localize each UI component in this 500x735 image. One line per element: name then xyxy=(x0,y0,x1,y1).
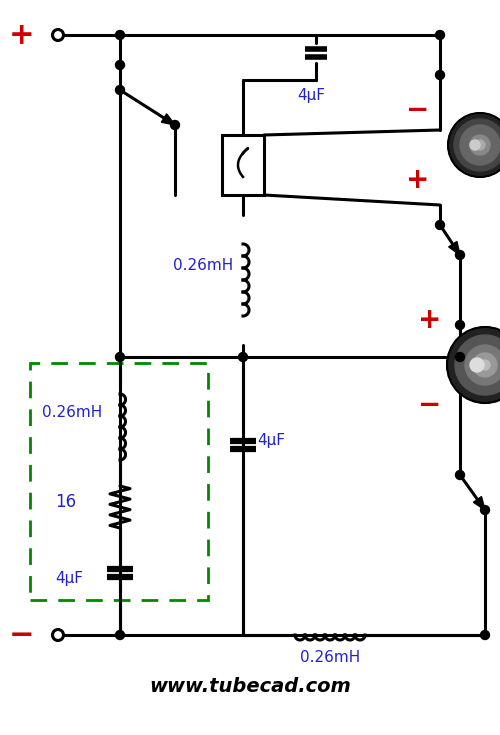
Circle shape xyxy=(470,140,480,150)
Circle shape xyxy=(460,125,500,165)
Circle shape xyxy=(480,506,490,514)
Bar xyxy=(222,135,264,195)
Circle shape xyxy=(116,30,124,40)
Text: −: − xyxy=(9,620,35,650)
Circle shape xyxy=(52,629,64,640)
Circle shape xyxy=(454,119,500,171)
Circle shape xyxy=(465,345,500,385)
Circle shape xyxy=(116,85,124,95)
Text: 4μF: 4μF xyxy=(297,87,325,102)
Text: 0.26mH: 0.26mH xyxy=(300,650,360,664)
Circle shape xyxy=(447,327,500,403)
Circle shape xyxy=(436,220,444,229)
Circle shape xyxy=(456,470,464,479)
Circle shape xyxy=(238,353,248,362)
Text: 0.26mH: 0.26mH xyxy=(173,257,233,273)
Polygon shape xyxy=(448,241,460,255)
Circle shape xyxy=(475,140,485,150)
Text: 4μF: 4μF xyxy=(257,432,285,448)
Circle shape xyxy=(448,113,500,177)
Circle shape xyxy=(480,360,490,370)
Text: −: − xyxy=(406,96,430,124)
Polygon shape xyxy=(162,114,175,125)
Text: +: + xyxy=(406,166,430,194)
Polygon shape xyxy=(474,497,485,510)
Text: +: + xyxy=(9,21,35,49)
Circle shape xyxy=(456,353,464,362)
Bar xyxy=(30,363,208,600)
Circle shape xyxy=(455,335,500,395)
Circle shape xyxy=(436,71,444,79)
Circle shape xyxy=(456,320,464,329)
Circle shape xyxy=(116,631,124,639)
Text: 4μF: 4μF xyxy=(55,570,83,586)
Text: 16: 16 xyxy=(55,493,76,511)
Text: +: + xyxy=(418,306,442,334)
Text: www.tubecad.com: www.tubecad.com xyxy=(149,678,351,697)
Circle shape xyxy=(170,121,179,129)
Text: 0.26mH: 0.26mH xyxy=(42,404,102,420)
Circle shape xyxy=(470,135,490,155)
Circle shape xyxy=(473,353,497,377)
Circle shape xyxy=(470,358,484,372)
Circle shape xyxy=(456,251,464,259)
Circle shape xyxy=(52,29,64,40)
Text: −: − xyxy=(418,391,442,419)
Circle shape xyxy=(116,60,124,70)
Circle shape xyxy=(436,30,444,40)
Circle shape xyxy=(480,631,490,639)
Circle shape xyxy=(116,353,124,362)
